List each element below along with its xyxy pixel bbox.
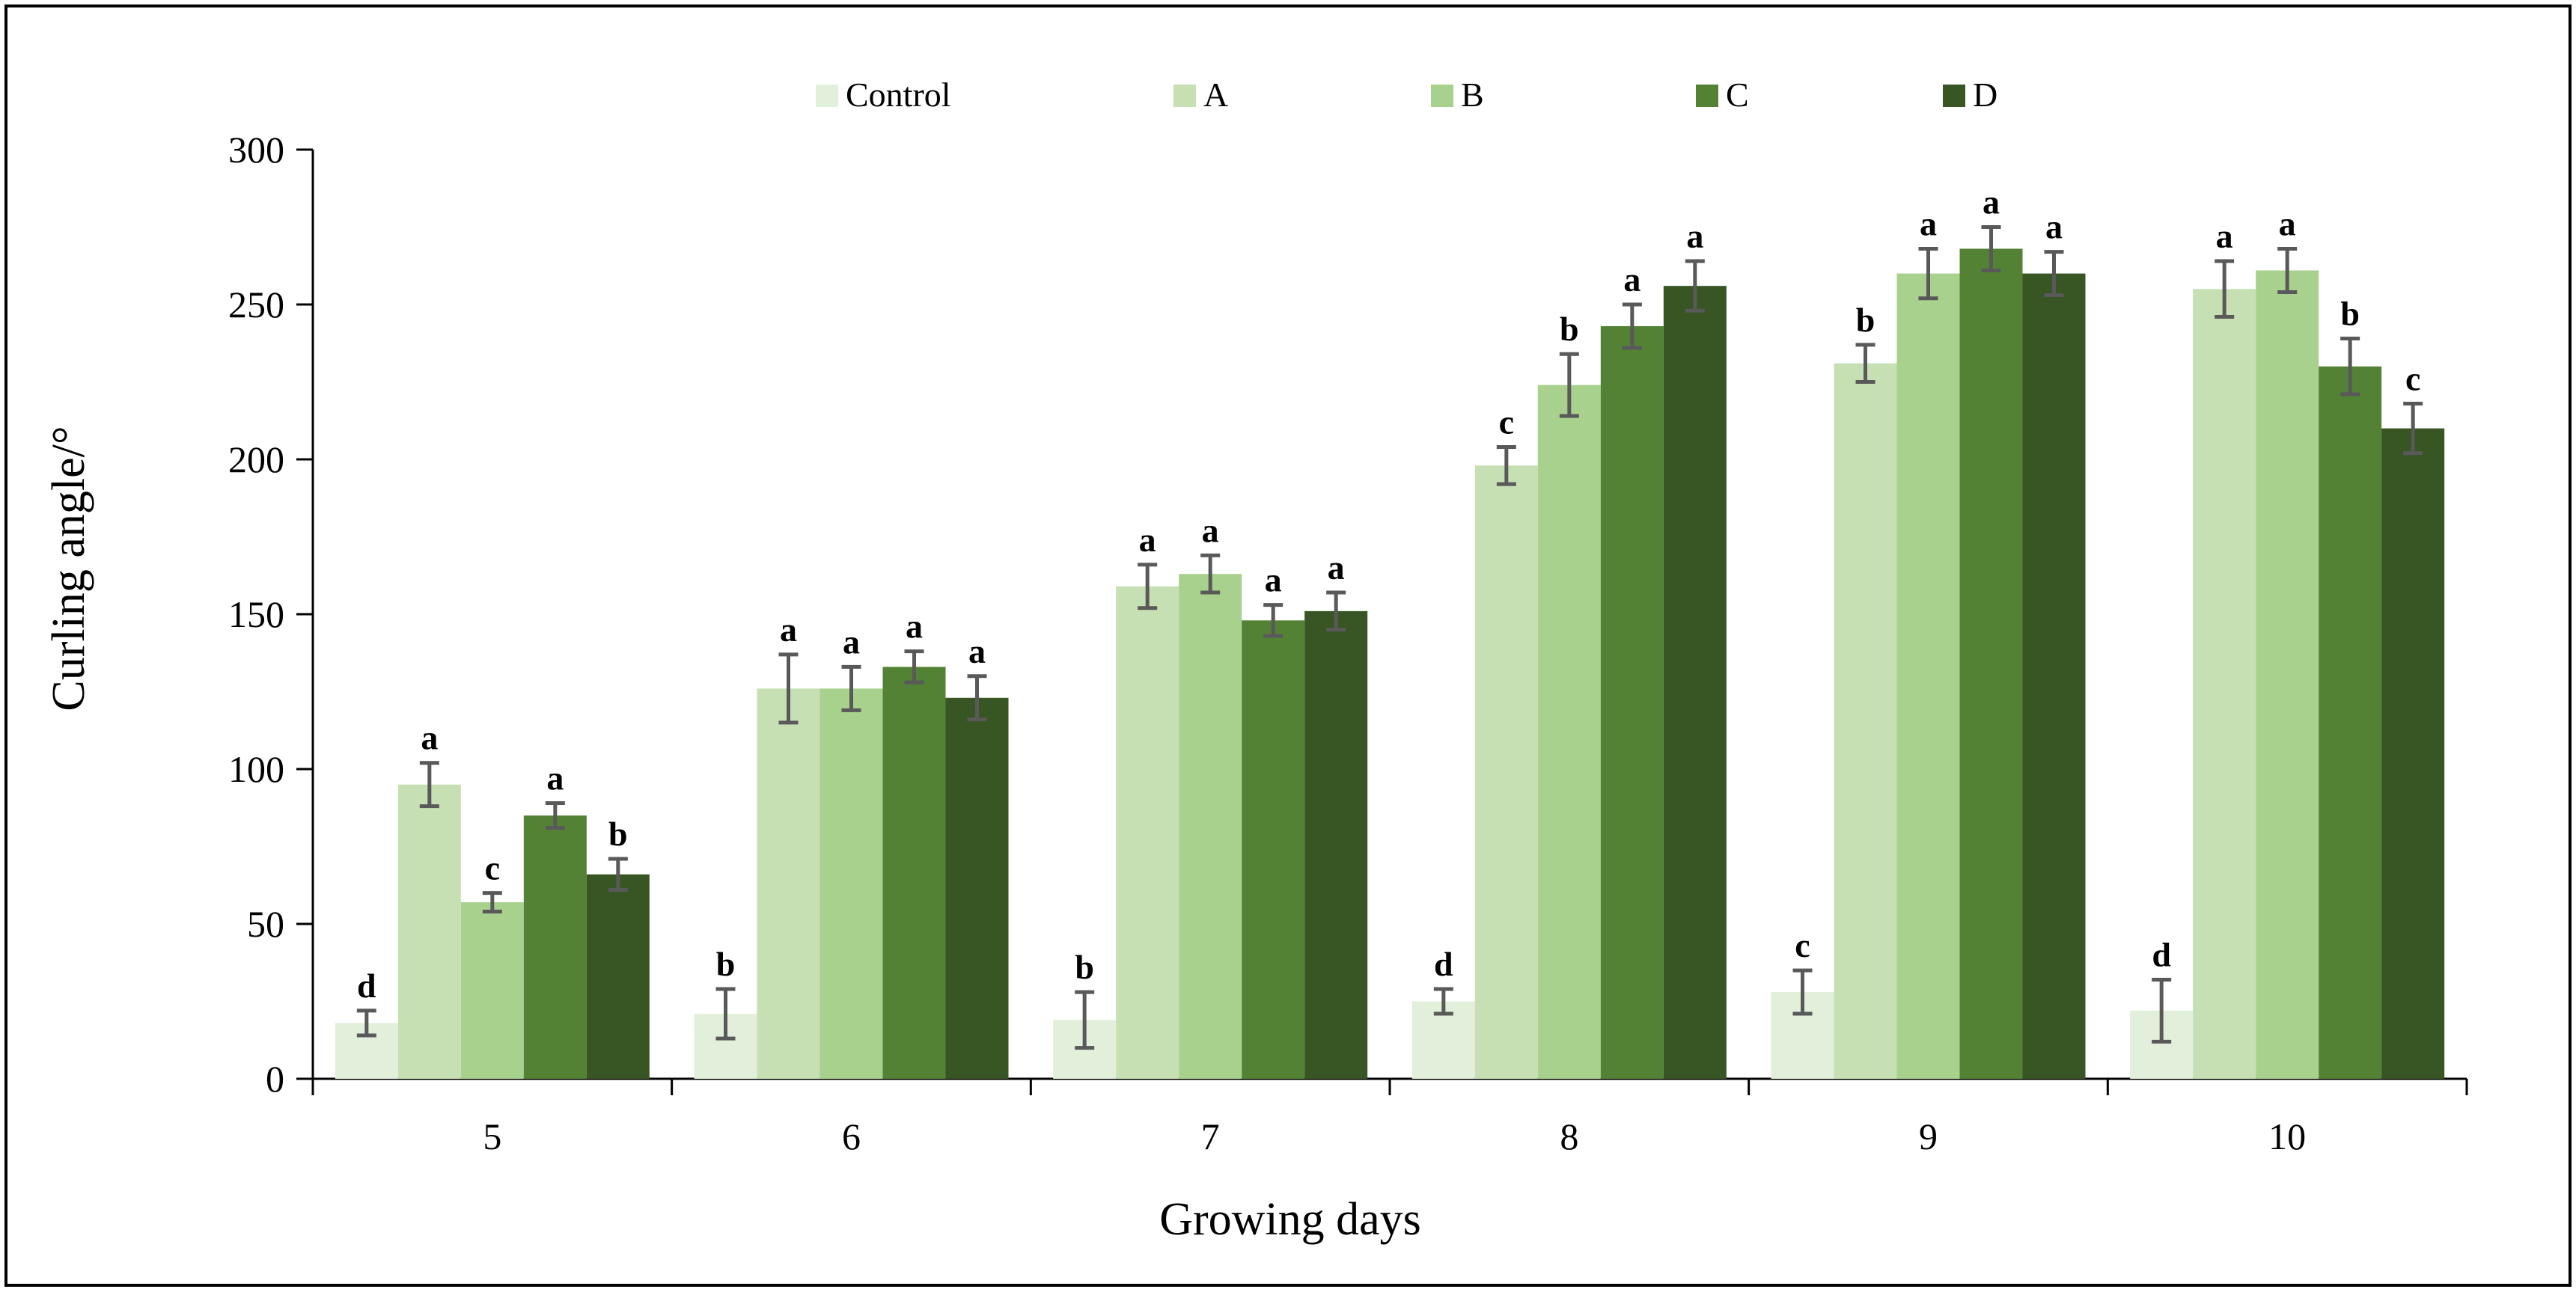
bar xyxy=(1959,248,2023,1080)
bar xyxy=(757,688,820,1079)
significance-label: a xyxy=(546,759,564,797)
y-tick-label: 200 xyxy=(228,438,284,480)
bar xyxy=(1834,363,1897,1079)
bar xyxy=(460,902,524,1079)
bar xyxy=(2381,428,2445,1079)
significance-label: a xyxy=(2045,208,2063,246)
bar xyxy=(1896,273,1960,1080)
significance-label: a xyxy=(421,719,438,757)
legend-swatch xyxy=(816,85,838,107)
x-tick-label: 5 xyxy=(483,1115,501,1157)
bar xyxy=(397,784,461,1079)
legend-swatch xyxy=(1431,85,1453,107)
significance-label: a xyxy=(1920,204,1937,242)
significance-label: a xyxy=(1139,521,1156,559)
legend-swatch xyxy=(1943,85,1965,107)
y-tick-label: 50 xyxy=(247,903,284,945)
bar xyxy=(2193,289,2256,1079)
significance-label: a xyxy=(1623,260,1640,299)
bar xyxy=(882,667,946,1079)
y-tick-label: 150 xyxy=(228,593,284,635)
significance-label: d xyxy=(357,967,376,1005)
bar xyxy=(1537,385,1601,1079)
bar xyxy=(2319,366,2382,1079)
y-tick-label: 250 xyxy=(228,284,284,325)
bars: d b b d c d a a a c b a c a a b a a a a a a a b b a a a a c xyxy=(335,183,2445,1080)
y-tick-label: 100 xyxy=(228,748,284,790)
x-tick-label: 8 xyxy=(1560,1115,1578,1157)
x-tick-label: 7 xyxy=(1201,1115,1220,1157)
x-tick-label: 6 xyxy=(842,1115,861,1157)
significance-label: c xyxy=(1499,402,1514,441)
y-tick-label: 300 xyxy=(228,129,284,171)
bar xyxy=(1474,465,1538,1079)
significance-label: b xyxy=(2340,295,2360,333)
bar xyxy=(1116,586,1179,1079)
significance-label: a xyxy=(2279,204,2296,242)
significance-label: d xyxy=(1434,945,1453,983)
bar xyxy=(1242,620,1305,1079)
significance-label: c xyxy=(2405,359,2420,397)
y-tick-label: 0 xyxy=(266,1058,284,1100)
legend-label: A xyxy=(1203,76,1228,114)
significance-label: a xyxy=(1265,561,1282,599)
bar xyxy=(586,874,650,1079)
legend-swatch xyxy=(1173,85,1196,107)
significance-label: a xyxy=(1983,183,2000,221)
bar xyxy=(820,688,883,1079)
legend-label: B xyxy=(1461,76,1484,114)
significance-label: a xyxy=(1202,511,1219,549)
bar xyxy=(2022,273,2086,1080)
significance-label: b xyxy=(1075,948,1094,986)
legend-label: D xyxy=(1973,76,1997,114)
significance-label: a xyxy=(906,607,923,646)
significance-label: d xyxy=(2152,936,2171,974)
significance-label: a xyxy=(2216,217,2233,255)
significance-label: b xyxy=(1856,301,1875,339)
bar xyxy=(1179,574,1242,1079)
significance-label: a xyxy=(1686,217,1703,255)
bar xyxy=(1600,325,1664,1080)
axes: 0 50 100 150 200 250 300 5 6 7 8 9 10 xyxy=(228,129,2468,1157)
legend-label: C xyxy=(1726,76,1749,114)
significance-label: c xyxy=(1795,926,1810,964)
significance-label: c xyxy=(485,849,500,887)
significance-label: a xyxy=(780,610,797,649)
legend: Control A B C D xyxy=(816,76,1997,114)
bar xyxy=(523,815,587,1079)
significance-label: b xyxy=(608,815,628,853)
legend-swatch xyxy=(1696,85,1718,107)
x-tick-label: 9 xyxy=(1919,1115,1938,1157)
bar xyxy=(2256,270,2319,1080)
bar xyxy=(1304,610,1368,1079)
legend-label: Control xyxy=(846,76,951,114)
x-tick-label: 10 xyxy=(2268,1115,2306,1157)
significance-label: a xyxy=(1328,548,1345,587)
bar xyxy=(1663,286,1727,1079)
significance-label: b xyxy=(1560,310,1579,348)
y-axis-title: Curling angle/° xyxy=(43,426,94,711)
significance-label: a xyxy=(843,622,860,661)
bar xyxy=(945,697,1009,1079)
significance-label: a xyxy=(968,632,986,670)
x-axis-title: Growing days xyxy=(1159,1194,1421,1245)
significance-label: b xyxy=(716,945,736,983)
